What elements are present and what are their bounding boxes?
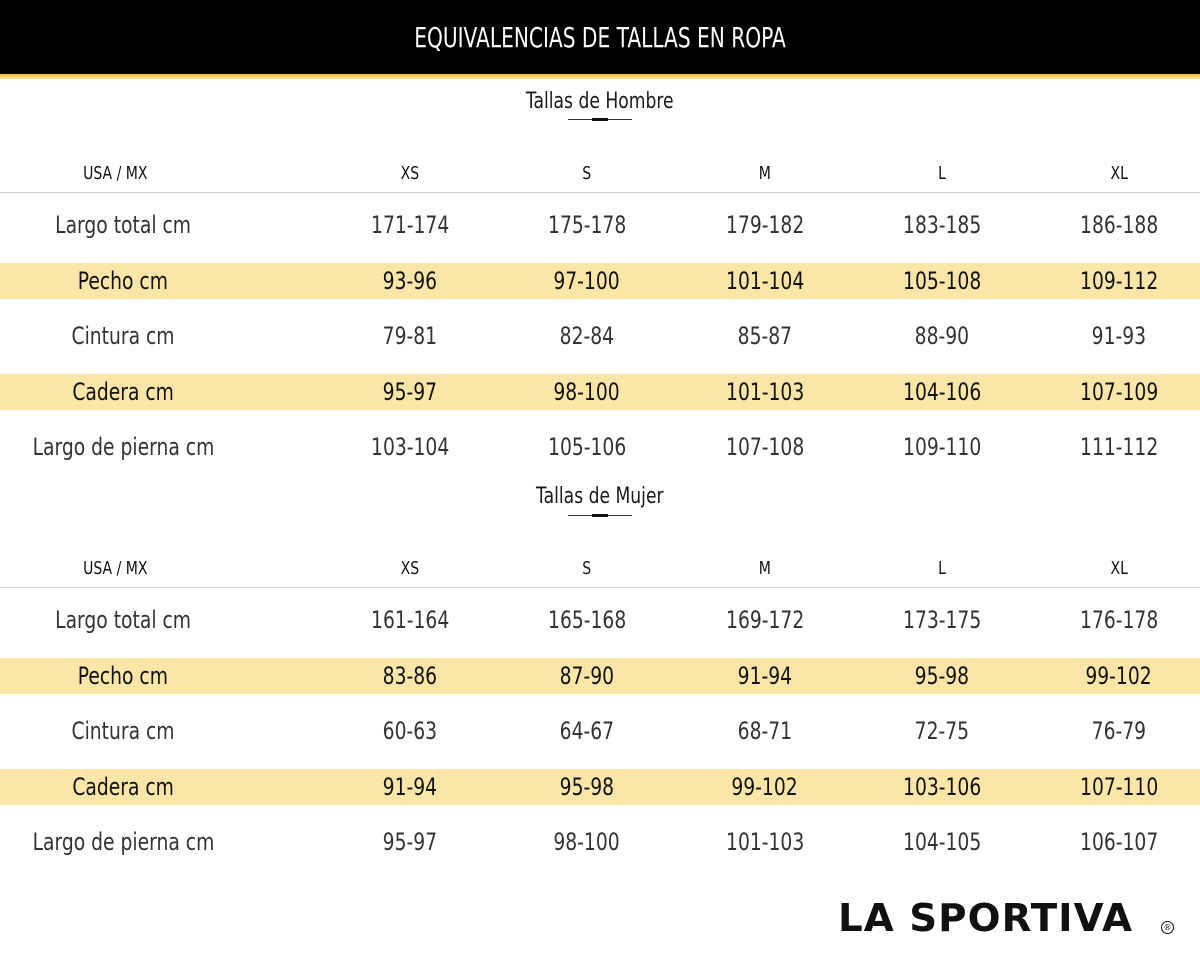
table-cell: 79-81 xyxy=(382,322,438,350)
table-cell: 60-63 xyxy=(382,717,438,745)
column-header-s: S xyxy=(582,162,592,184)
table-cell: 111-112 xyxy=(1079,433,1159,461)
column-header-xl: XL xyxy=(1110,162,1128,184)
brand-logo: LA SPORTIVA ® xyxy=(838,896,1178,940)
table-cell: 183-185 xyxy=(902,211,982,239)
row-label: Cadera cm xyxy=(72,378,174,406)
table-cell: 105-106 xyxy=(547,433,627,461)
table-cell: 186-188 xyxy=(1079,211,1159,239)
table-cell: 107-109 xyxy=(1079,378,1159,406)
women-column-header-row: USA / MX XS S M L XL xyxy=(0,548,1200,588)
table-cell: 99-102 xyxy=(1085,662,1153,690)
table-cell: 169-172 xyxy=(725,606,805,634)
table-cell: 104-105 xyxy=(902,828,982,856)
table-row: Cintura cm 60-63 64-67 68-71 72-75 76-79 xyxy=(0,713,1200,749)
table-row: Largo total cm 171-174 175-178 179-182 1… xyxy=(0,207,1200,243)
table-cell: 82-84 xyxy=(559,322,615,350)
men-title-underline-mark xyxy=(592,118,608,121)
women-title-underline-mark xyxy=(592,514,608,517)
table-cell: 101-103 xyxy=(725,828,805,856)
column-header-country: USA / MX xyxy=(82,162,148,184)
table-cell: 72-75 xyxy=(914,717,970,745)
table-cell: 161-164 xyxy=(370,606,450,634)
column-header-s: S xyxy=(582,557,592,579)
table-cell: 171-174 xyxy=(370,211,450,239)
table-cell: 95-97 xyxy=(382,828,438,856)
table-row-highlighted: Pecho cm 93-96 97-100 101-104 105-108 10… xyxy=(0,263,1200,299)
table-cell: 109-110 xyxy=(902,433,982,461)
row-label: Pecho cm xyxy=(77,662,169,690)
column-header-m: M xyxy=(758,162,772,184)
table-cell: 173-175 xyxy=(902,606,982,634)
table-cell: 107-110 xyxy=(1079,773,1159,801)
table-cell: 95-97 xyxy=(382,378,438,406)
table-cell: 68-71 xyxy=(737,717,793,745)
column-header-xl: XL xyxy=(1110,557,1128,579)
table-row: Largo total cm 161-164 165-168 169-172 1… xyxy=(0,602,1200,638)
row-label: Cintura cm xyxy=(71,717,175,745)
header-accent-stripe xyxy=(0,74,1200,79)
table-cell: 85-87 xyxy=(737,322,793,350)
men-section-title-text: Tallas de Hombre xyxy=(526,89,674,114)
column-header-country: USA / MX xyxy=(82,557,148,579)
row-label: Largo total cm xyxy=(55,606,191,634)
table-cell: 64-67 xyxy=(559,717,615,745)
row-label: Largo total cm xyxy=(55,211,191,239)
column-header-m: M xyxy=(758,557,772,579)
table-cell: 103-104 xyxy=(370,433,450,461)
row-label: Cintura cm xyxy=(71,322,175,350)
table-row: Cintura cm 79-81 82-84 85-87 88-90 91-93 xyxy=(0,318,1200,354)
men-section-title: Tallas de Hombre xyxy=(0,89,1200,114)
row-label: Pecho cm xyxy=(77,267,169,295)
column-header-l: L xyxy=(938,162,946,184)
table-cell: 98-100 xyxy=(553,828,621,856)
table-cell: 176-178 xyxy=(1079,606,1159,634)
table-row: Largo de pierna cm 95-97 98-100 101-103 … xyxy=(0,824,1200,860)
table-cell: 91-94 xyxy=(737,662,793,690)
column-header-xs: XS xyxy=(400,162,420,184)
men-column-header-row: USA / MX XS S M L XL xyxy=(0,153,1200,193)
table-row-highlighted: Pecho cm 83-86 87-90 91-94 95-98 99-102 xyxy=(0,658,1200,694)
table-cell: 83-86 xyxy=(382,662,438,690)
header-bar: EQUIVALENCIAS DE TALLAS EN ROPA xyxy=(0,0,1200,74)
table-row-highlighted: Cadera cm 91-94 95-98 99-102 103-106 107… xyxy=(0,769,1200,805)
table-cell: 91-93 xyxy=(1091,322,1147,350)
table-cell: 97-100 xyxy=(553,267,621,295)
column-header-l: L xyxy=(938,557,946,579)
table-cell: 165-168 xyxy=(547,606,627,634)
table-cell: 101-104 xyxy=(725,267,805,295)
row-label: Largo de pierna cm xyxy=(32,828,214,856)
table-cell: 107-108 xyxy=(725,433,805,461)
header-rule xyxy=(0,192,1200,193)
table-row-highlighted: Cadera cm 95-97 98-100 101-103 104-106 1… xyxy=(0,374,1200,410)
table-row: Largo de pierna cm 103-104 105-106 107-1… xyxy=(0,429,1200,465)
row-label: Cadera cm xyxy=(72,773,174,801)
table-cell: 98-100 xyxy=(553,378,621,406)
header-rule xyxy=(0,587,1200,588)
table-cell: 101-103 xyxy=(725,378,805,406)
brand-logo-text: LA SPORTIVA xyxy=(838,896,1134,940)
column-header-xs: XS xyxy=(400,557,420,579)
registered-mark-icon: ® xyxy=(1161,921,1174,934)
table-cell: 76-79 xyxy=(1091,717,1147,745)
women-section-title: Tallas de Mujer xyxy=(0,484,1200,509)
table-cell: 87-90 xyxy=(559,662,615,690)
table-cell: 175-178 xyxy=(547,211,627,239)
table-cell: 99-102 xyxy=(731,773,799,801)
page-title: EQUIVALENCIAS DE TALLAS EN ROPA xyxy=(414,20,786,54)
table-cell: 106-107 xyxy=(1079,828,1159,856)
table-cell: 93-96 xyxy=(382,267,438,295)
row-label: Largo de pierna cm xyxy=(32,433,214,461)
table-cell: 95-98 xyxy=(914,662,970,690)
table-cell: 103-106 xyxy=(902,773,982,801)
table-cell: 179-182 xyxy=(725,211,805,239)
table-cell: 109-112 xyxy=(1079,267,1159,295)
women-section-title-text: Tallas de Mujer xyxy=(536,484,664,509)
table-cell: 91-94 xyxy=(382,773,438,801)
table-cell: 88-90 xyxy=(914,322,970,350)
table-cell: 105-108 xyxy=(902,267,982,295)
table-cell: 95-98 xyxy=(559,773,615,801)
table-cell: 104-106 xyxy=(902,378,982,406)
